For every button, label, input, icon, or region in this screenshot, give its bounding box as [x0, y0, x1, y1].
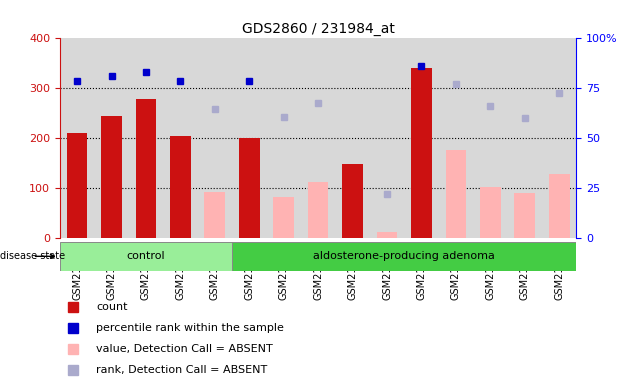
- Text: rank, Detection Call = ABSENT: rank, Detection Call = ABSENT: [96, 366, 267, 376]
- Text: percentile rank within the sample: percentile rank within the sample: [96, 323, 284, 333]
- Bar: [480, 187, 501, 238]
- Bar: [308, 182, 328, 238]
- Bar: [473, 38, 508, 238]
- Bar: [404, 38, 438, 238]
- Text: value, Detection Call = ABSENT: value, Detection Call = ABSENT: [96, 344, 273, 354]
- Bar: [94, 38, 129, 238]
- Bar: [135, 99, 156, 238]
- Bar: [508, 38, 542, 238]
- Bar: [515, 193, 535, 238]
- Bar: [60, 38, 94, 238]
- Bar: [101, 116, 122, 238]
- Bar: [205, 192, 225, 238]
- Bar: [370, 38, 404, 238]
- Text: aldosterone-producing adenoma: aldosterone-producing adenoma: [313, 251, 495, 262]
- Bar: [542, 38, 576, 238]
- Bar: [170, 136, 191, 238]
- Bar: [335, 38, 370, 238]
- Bar: [266, 38, 301, 238]
- Bar: [232, 242, 576, 271]
- Bar: [232, 38, 266, 238]
- Bar: [549, 174, 570, 238]
- Bar: [60, 242, 232, 271]
- Bar: [438, 38, 473, 238]
- Text: control: control: [127, 251, 165, 262]
- Text: disease state: disease state: [0, 251, 65, 262]
- Bar: [129, 38, 163, 238]
- Bar: [342, 164, 363, 238]
- Bar: [198, 38, 232, 238]
- Title: GDS2860 / 231984_at: GDS2860 / 231984_at: [242, 22, 394, 36]
- Text: count: count: [96, 302, 127, 312]
- Bar: [445, 150, 466, 238]
- Bar: [411, 68, 432, 238]
- Bar: [273, 197, 294, 238]
- Bar: [377, 232, 398, 238]
- Bar: [239, 138, 260, 238]
- Bar: [163, 38, 198, 238]
- Bar: [301, 38, 335, 238]
- Bar: [67, 133, 88, 238]
